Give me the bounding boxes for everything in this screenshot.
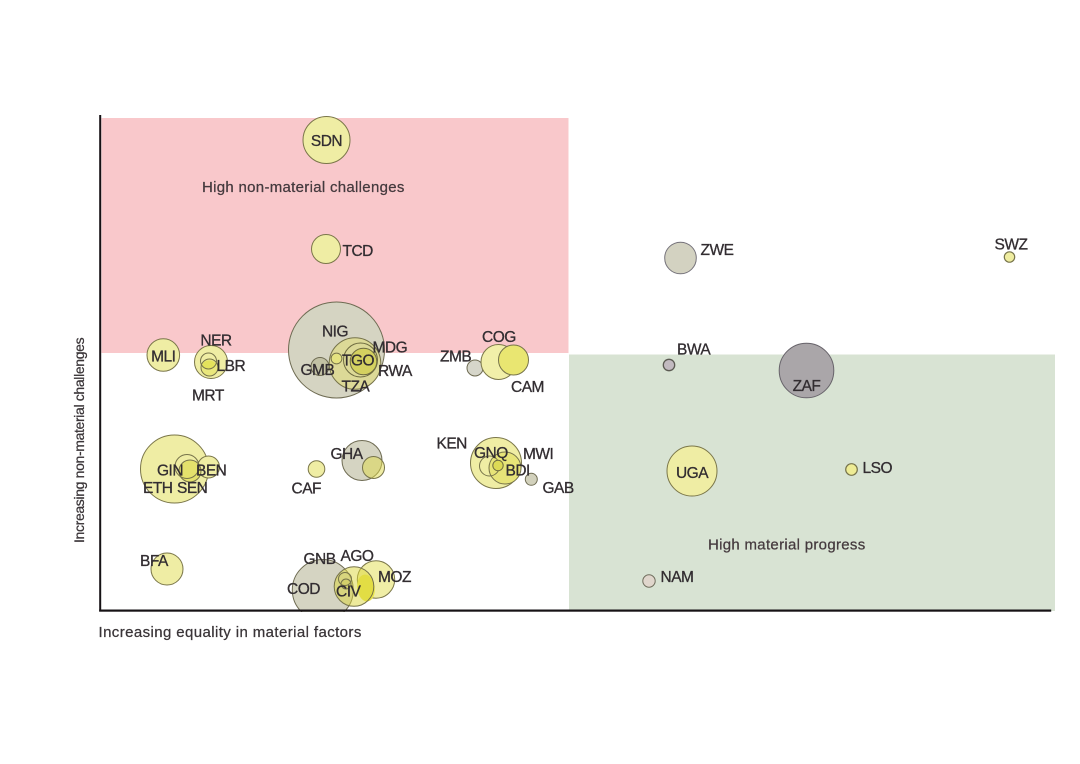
svg-text:NIG: NIG <box>322 324 348 341</box>
svg-text:SEN: SEN <box>177 480 207 497</box>
svg-text:KEN: KEN <box>437 436 467 453</box>
svg-text:MWI: MWI <box>523 446 553 463</box>
svg-text:MRT: MRT <box>192 388 225 405</box>
svg-text:TGO: TGO <box>342 353 375 370</box>
svg-text:BFA: BFA <box>140 553 169 570</box>
svg-text:MLI: MLI <box>151 349 175 366</box>
svg-text:BWA: BWA <box>677 342 711 359</box>
svg-text:CAM: CAM <box>511 379 544 396</box>
svg-text:ETH: ETH <box>143 480 173 497</box>
svg-text:RWA: RWA <box>378 363 413 380</box>
svg-text:High material progress: High material progress <box>708 537 866 554</box>
svg-text:ZMB: ZMB <box>440 349 471 366</box>
svg-text:NER: NER <box>200 333 232 350</box>
svg-text:BDI: BDI <box>506 463 530 480</box>
svg-text:GNQ: GNQ <box>474 445 508 462</box>
svg-text:TZA: TZA <box>342 379 371 396</box>
svg-text:MOZ: MOZ <box>378 569 411 586</box>
svg-text:AGO: AGO <box>341 548 374 565</box>
svg-text:GNB: GNB <box>304 551 336 568</box>
svg-text:TCD: TCD <box>343 243 374 260</box>
svg-text:BEN: BEN <box>196 463 226 480</box>
svg-text:CAF: CAF <box>292 481 322 498</box>
svg-text:High non-material challenges: High non-material challenges <box>202 179 405 196</box>
svg-text:Increasing non-material challe: Increasing non-material challenges <box>71 337 87 543</box>
svg-text:COD: COD <box>287 581 320 598</box>
svg-text:SDN: SDN <box>311 133 342 150</box>
svg-text:Increasing equality in materia: Increasing equality in material factors <box>99 624 362 641</box>
svg-text:GHA: GHA <box>331 446 364 463</box>
svg-text:GMB: GMB <box>301 362 335 379</box>
svg-text:COG: COG <box>482 329 516 346</box>
svg-text:GIN: GIN <box>157 463 183 480</box>
svg-text:GAB: GAB <box>543 480 574 497</box>
svg-text:SWZ: SWZ <box>995 237 1028 254</box>
svg-text:MDG: MDG <box>373 340 408 357</box>
svg-text:CIV: CIV <box>336 584 362 601</box>
svg-text:NAM: NAM <box>661 569 694 586</box>
svg-text:LSO: LSO <box>863 460 893 477</box>
svg-text:ZWE: ZWE <box>701 242 734 259</box>
svg-text:UGA: UGA <box>676 465 709 482</box>
svg-text:ZAF: ZAF <box>793 378 821 395</box>
svg-text:LBR: LBR <box>217 358 246 375</box>
